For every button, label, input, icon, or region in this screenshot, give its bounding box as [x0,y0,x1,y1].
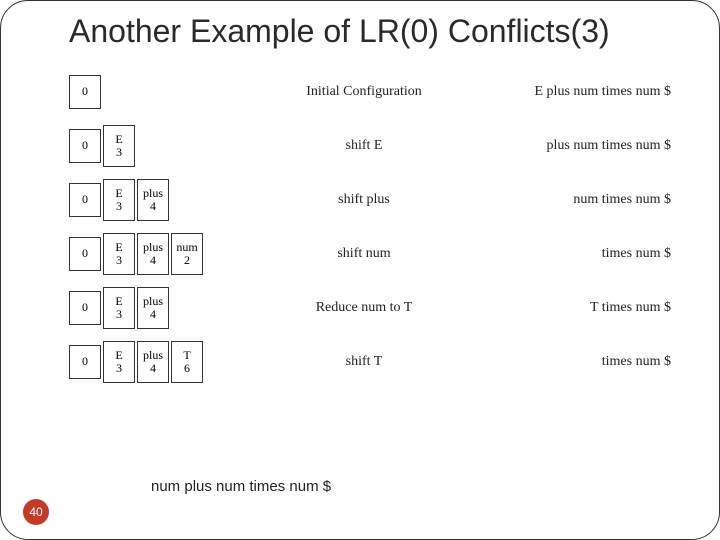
stack-cell: 0 [69,75,101,109]
stack-symbol: E [105,133,133,146]
stack-area: 0E3plus4 [69,179,269,221]
stack-cell: plus4 [137,287,169,329]
parse-trace: 0Initial ConfigurationE plus num times n… [69,68,691,392]
stack-state: 2 [173,254,201,267]
stack-cell: plus4 [137,341,169,383]
stack-symbol: plus [139,187,167,200]
stack-cell: E3 [103,341,135,383]
stack-symbol: plus [139,241,167,254]
stack-symbol: plus [139,295,167,308]
slide-frame: Another Example of LR(0) Conflicts(3) 0 I… [0,0,720,540]
stack-state: 3 [105,146,133,159]
stack-state: 6 [173,362,201,375]
stack-cell: num2 [171,233,203,275]
stack-state: 0 [71,247,99,260]
remaining-input: times num $ [469,246,691,262]
action-label: Initial Configuration [269,84,469,100]
remaining-input: E plus num times num $ [469,84,691,100]
stack-state: 3 [105,362,133,375]
stack-state: 0 [71,139,99,152]
stack-cell: E3 [103,179,135,221]
stack-state: 0 [71,301,99,314]
remaining-input: num times num $ [469,192,691,208]
stack-state: 3 [105,200,133,213]
stack-cell: plus4 [137,179,169,221]
action-label: shift num [269,246,469,262]
stack-state: 4 [139,200,167,213]
stack-cell: E3 [103,125,135,167]
action-label: shift plus [269,192,469,208]
stack-state: 3 [105,254,133,267]
input-string-label: num plus num times num $ [151,478,331,495]
stack-area: 0E3plus4num2 [69,233,269,275]
stack-cell: 0 [69,237,101,271]
stack-cell: T6 [171,341,203,383]
remaining-input: T times num $ [469,300,691,316]
trace-row: 0E3plus4T6shift Ttimes num $ [69,338,691,386]
stack-symbol: E [105,349,133,362]
trace-row: 0E3shift Eplus num times num $ [69,122,691,170]
trace-row: 0E3plus4Reduce num to TT times num $ [69,284,691,332]
stack-cell: E3 [103,233,135,275]
stack-state: 0 [71,85,99,98]
stack-state: 4 [139,254,167,267]
stack-symbol: E [105,241,133,254]
action-label: shift E [269,138,469,154]
action-label: Reduce num to T [269,300,469,316]
stack-symbol: T [173,349,201,362]
stack-cell: plus4 [137,233,169,275]
stack-symbol: plus [139,349,167,362]
stack-area: 0E3plus4T6 [69,341,269,383]
stack-area: 0 [69,75,269,109]
stack-cell: 0 [69,183,101,217]
stack-symbol: num [173,241,201,254]
stack-area: 0E3plus4 [69,287,269,329]
stack-state: 4 [139,362,167,375]
trace-row: 0E3plus4num2shift numtimes num $ [69,230,691,278]
slide-title: Another Example of LR(0) Conflicts(3) [69,13,691,50]
remaining-input: plus num times num $ [469,138,691,154]
stack-cell: 0 [69,129,101,163]
stack-area: 0E3 [69,125,269,167]
stack-cell: 0 [69,291,101,325]
page-number-badge: 40 [23,499,49,525]
stack-state: 3 [105,308,133,321]
trace-row: 0 Initial ConfigurationE plus num times n… [69,68,691,116]
stack-state: 0 [71,193,99,206]
stack-symbol: E [105,295,133,308]
stack-cell: E3 [103,287,135,329]
trace-row: 0E3plus4shift plusnum times num $ [69,176,691,224]
stack-symbol: E [105,187,133,200]
stack-state: 4 [139,308,167,321]
action-label: shift T [269,354,469,370]
stack-state: 0 [71,355,99,368]
remaining-input: times num $ [469,354,691,370]
stack-cell: 0 [69,345,101,379]
